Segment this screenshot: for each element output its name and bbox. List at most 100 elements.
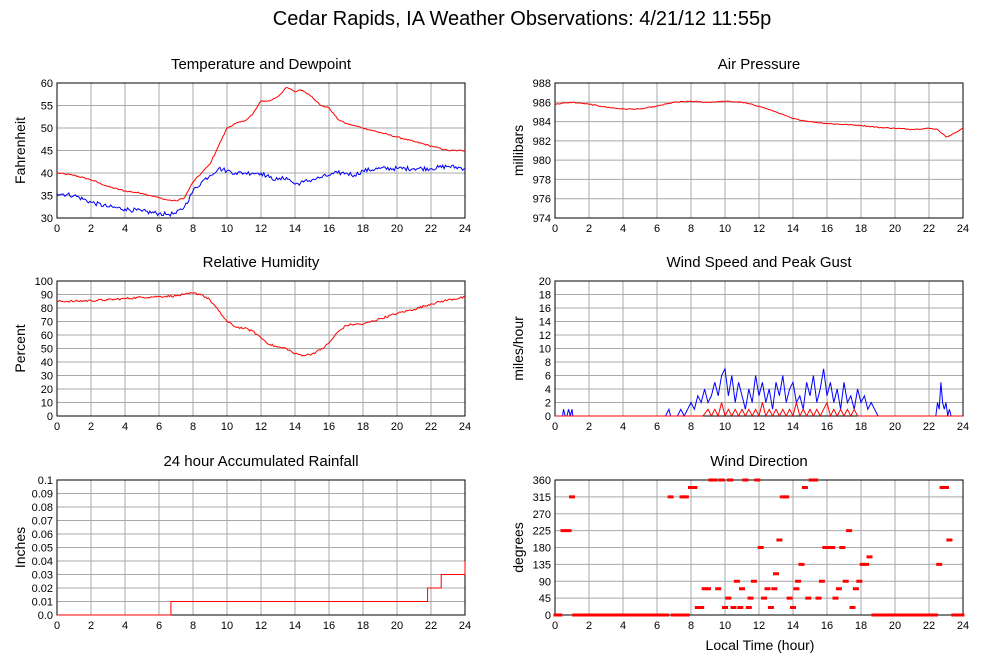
pressure-x-tick-label: 8 (688, 223, 694, 235)
humidity-x-tick-label: 4 (122, 421, 128, 433)
wind-x-tick-label: 20 (889, 421, 901, 433)
rain-y-tick-label: 0.02 (32, 583, 53, 595)
pressure-y-tick-label: 980 (533, 155, 551, 167)
wind-x-tick-label: 12 (753, 421, 765, 433)
winddir-y-axis-label: degrees (510, 522, 526, 573)
winddir-point (946, 538, 953, 542)
rain-x-tick-label: 18 (357, 620, 369, 632)
winddir-x-tick-label: 6 (654, 620, 660, 632)
winddir-point (691, 486, 698, 489)
winddir-point (739, 587, 745, 591)
winddir-point (793, 587, 800, 591)
pressure-y-tick-label: 986 (533, 97, 551, 109)
winddir-point (722, 606, 728, 609)
temp-y-tick-label: 60 (41, 78, 53, 90)
winddir-y-tick-label: 45 (539, 593, 551, 605)
humidity-y-tick-label: 10 (41, 398, 53, 410)
pressure-x-tick-label: 16 (821, 223, 833, 235)
pressure-y-tick-label: 984 (533, 117, 551, 129)
humidity-x-tick-label: 24 (459, 421, 471, 433)
pressure-y-tick-label: 976 (533, 194, 551, 206)
winddir-x-tick-label: 0 (552, 620, 558, 632)
winddir-point (750, 579, 757, 583)
rain-x-tick-label: 0 (54, 620, 60, 632)
humidity-y-tick-label: 20 (41, 384, 53, 396)
winddir-point (936, 562, 943, 566)
humidity-y-tick-label: 100 (35, 276, 53, 288)
winddir-point (801, 486, 808, 489)
rain-y-tick-label: 0.01 (32, 597, 53, 609)
temp-x-tick-label: 24 (459, 223, 471, 235)
winddir-point (835, 587, 842, 591)
wind-x-tick-label: 2 (586, 421, 592, 433)
temp-x-tick-label: 20 (391, 223, 403, 235)
rain-x-tick-label: 12 (255, 620, 267, 632)
temp-y-tick-label: 40 (41, 168, 53, 180)
wind-x-tick-label: 16 (821, 421, 833, 433)
temp-x-tick-label: 4 (122, 223, 128, 235)
rain-y-tick-label: 0.05 (32, 543, 53, 555)
pressure-y-tick-label: 982 (533, 136, 551, 148)
wind-series-line-1 (555, 401, 963, 418)
rain-x-tick-label: 24 (459, 620, 471, 632)
winddir-point (943, 486, 949, 489)
winddir-y-tick-label: 270 (533, 509, 551, 521)
humidity-y-tick-label: 40 (41, 357, 53, 369)
winddir-point (708, 478, 715, 482)
rain-y-tick-label: 0.04 (32, 556, 53, 568)
winddir-point (764, 587, 771, 591)
winddir-point (783, 495, 790, 499)
rain-y-tick-label: 0.1 (38, 475, 53, 487)
pressure-x-tick-label: 24 (957, 223, 969, 235)
winddir-x-tick-label: 2 (586, 620, 592, 632)
temp-title: Temperature and Dewpoint (171, 56, 352, 73)
winddir-x-tick-label: 18 (855, 620, 867, 632)
humidity-x-tick-label: 12 (255, 421, 267, 433)
winddir-point (761, 596, 768, 600)
pressure-x-tick-label: 6 (654, 223, 660, 235)
wind-x-tick-label: 8 (688, 421, 694, 433)
wind-x-tick-label: 4 (620, 421, 626, 433)
winddir-point (718, 478, 725, 482)
rain-y-tick-label: 0.0 (38, 610, 53, 622)
temp-y-tick-label: 35 (41, 191, 53, 203)
temp-y-tick-label: 45 (41, 146, 53, 158)
rain-y-tick-label: 0.07 (32, 516, 53, 528)
winddir-point (812, 478, 819, 482)
winddir-point (694, 606, 701, 609)
winddir-point (859, 562, 866, 566)
rain-x-tick-label: 14 (289, 620, 301, 632)
wind-title: Wind Speed and Peak Gust (666, 254, 852, 271)
humidity-x-tick-label: 16 (323, 421, 335, 433)
winddir-point (569, 495, 575, 499)
winddir-point (863, 562, 870, 566)
humidity-x-tick-label: 8 (190, 421, 196, 433)
winddir-point (852, 587, 859, 591)
winddir-point (839, 546, 846, 549)
wind-y-tick-label: 6 (545, 371, 551, 383)
humidity-x-tick-label: 22 (425, 421, 437, 433)
humidity-y-tick-label: 80 (41, 303, 53, 315)
temp-x-tick-label: 22 (425, 223, 437, 235)
temp-y-tick-label: 30 (41, 213, 53, 225)
winddir-point (682, 495, 689, 499)
wind-x-tick-label: 0 (552, 421, 558, 433)
pressure-x-tick-label: 2 (586, 223, 592, 235)
temp-x-tick-label: 8 (190, 223, 196, 235)
temp-x-tick-label: 10 (221, 223, 233, 235)
winddir-x-tick-label: 22 (923, 620, 935, 632)
winddir-point (698, 606, 705, 609)
winddir-point (727, 478, 734, 482)
winddir-point (790, 606, 796, 609)
winddir-point (786, 596, 793, 600)
winddir-point (846, 529, 853, 533)
winddir-y-tick-label: 0 (545, 610, 551, 622)
humidity-x-tick-label: 20 (391, 421, 403, 433)
humidity-x-tick-label: 10 (221, 421, 233, 433)
wind-y-tick-label: 16 (539, 303, 551, 315)
winddir-point (733, 579, 740, 583)
